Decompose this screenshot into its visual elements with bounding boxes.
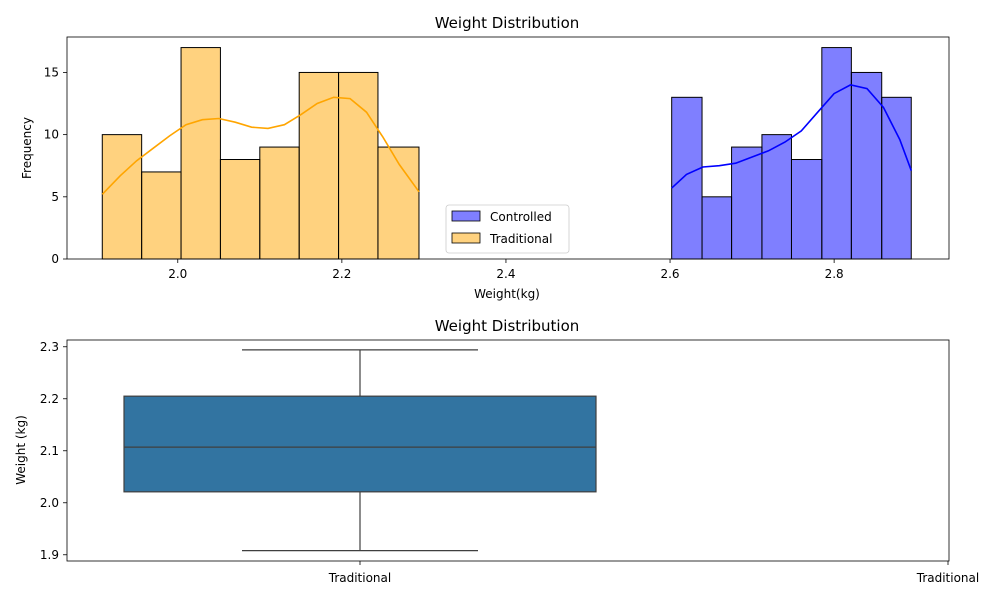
histogram-bar-controlled — [821, 47, 852, 260]
boxplot-x-ticks: Traditional Traditional — [328, 561, 979, 585]
box-iqr — [123, 395, 597, 493]
kde-line-controlled — [671, 84, 913, 189]
histogram-y-tick-label: 5 — [51, 190, 59, 204]
legend-label-traditional: Traditional — [489, 232, 552, 246]
histogram-bar-traditional — [141, 171, 182, 260]
histogram-bar-controlled — [761, 134, 792, 260]
boxplot-y-ticks: 1.9 2.0 2.1 2.2 2.3 — [40, 340, 67, 562]
kde-line-traditional — [101, 96, 420, 195]
histogram-title: Weight Distribution — [435, 14, 580, 32]
boxplot-y-tick-label: 2.1 — [40, 444, 59, 458]
histogram-frame — [66, 36, 950, 260]
histogram-y-tick-label: 0 — [51, 252, 59, 266]
histogram-x-label: Weight(kg) — [474, 287, 540, 301]
histogram-bar-controlled — [701, 196, 733, 260]
histogram-bar-traditional — [298, 71, 340, 260]
histogram-bar-controlled — [790, 159, 823, 260]
histogram-x-ticks: 2.0 2.2 2.4 2.6 2.8 — [168, 259, 844, 281]
histogram-bar-traditional — [377, 146, 420, 260]
histogram-x-tick-label: 2.0 — [168, 267, 187, 281]
histogram-x-tick-label: 2.8 — [825, 267, 844, 281]
boxplot-marks — [123, 349, 597, 552]
histogram-bar-controlled — [671, 96, 703, 260]
histogram-y-label: Frequency — [20, 117, 34, 179]
legend-label-controlled: Controlled — [490, 210, 552, 224]
boxplot-title: Weight Distribution — [435, 317, 580, 335]
boxplot-x-tick-label: Traditional — [328, 571, 391, 585]
histogram-bar-controlled — [881, 96, 912, 260]
histogram-bar-traditional — [338, 71, 379, 260]
boxplot-y-tick-label: 2.3 — [40, 340, 59, 354]
boxplot-y-tick-label: 2.2 — [40, 392, 59, 406]
histogram-kde-lines — [101, 84, 913, 195]
boxplot-extra-x-tick-label: Traditional — [916, 571, 979, 585]
histogram-x-tick-label: 2.6 — [660, 267, 679, 281]
histogram-bar-traditional — [101, 134, 143, 260]
histogram-bars — [101, 47, 912, 260]
histogram-legend: Controlled Traditional — [445, 204, 570, 254]
boxplot-y-tick-label: 1.9 — [40, 548, 59, 562]
legend-swatch-traditional — [451, 232, 481, 244]
histogram-axes: Weight Distribution 2.0 2.2 2.4 2.6 2.8 0 5 10… — [20, 14, 950, 301]
histogram-bar-controlled — [731, 146, 763, 260]
histogram-bar-traditional — [259, 146, 300, 260]
boxplot-y-tick-label: 2.0 — [40, 496, 59, 510]
histogram-bar-traditional — [180, 47, 221, 260]
histogram-y-tick-label: 10 — [44, 128, 59, 142]
boxplot-axes: Weight Distribution 1.9 2.0 2.1 2.2 2.3 Trad… — [14, 317, 979, 585]
histogram-x-tick-label: 2.4 — [496, 267, 515, 281]
histogram-bar-traditional — [219, 159, 261, 260]
histogram-y-ticks: 0 5 10 15 — [44, 65, 67, 266]
legend-swatch-controlled — [451, 210, 481, 222]
histogram-x-tick-label: 2.2 — [332, 267, 351, 281]
histogram-y-tick-label: 15 — [44, 65, 59, 79]
boxplot-y-label: Weight (kg) — [14, 415, 28, 485]
